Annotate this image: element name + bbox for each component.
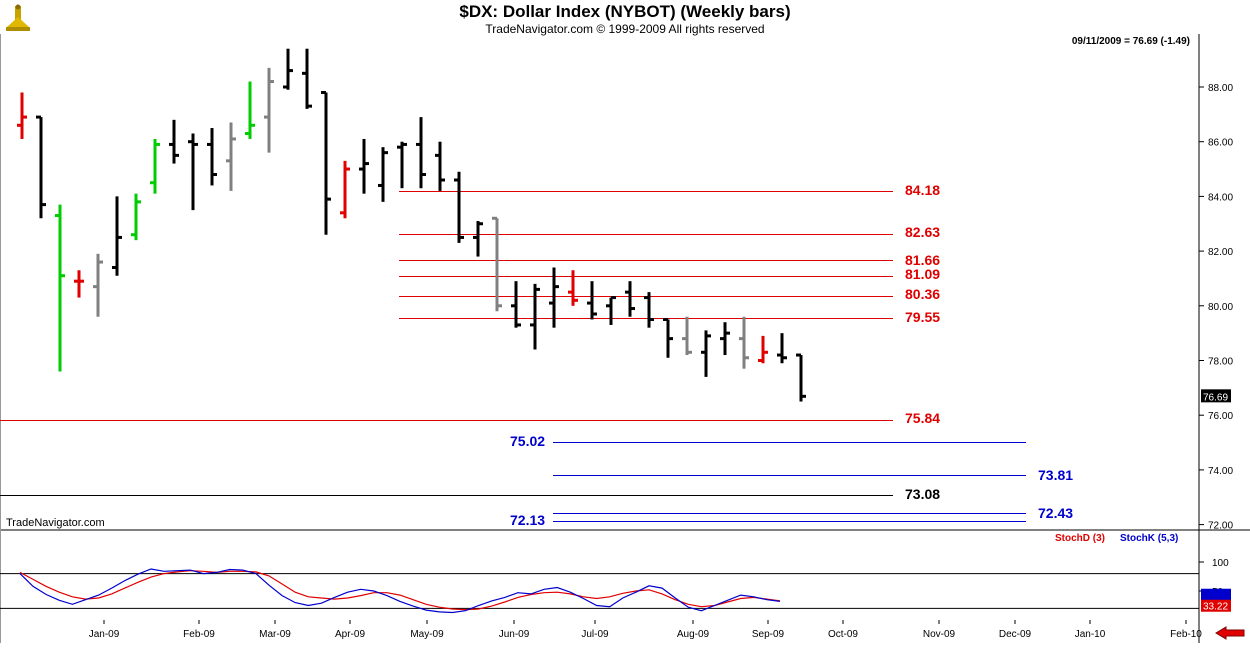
x-tick-label: Feb-10 — [1170, 629, 1202, 640]
chart-subtitle: TradeNavigator.com © 1999-2009 All right… — [485, 22, 765, 36]
trade-navigator-logo-icon — [6, 4, 30, 31]
y-tick-label: 78.00 — [1208, 357, 1233, 368]
level-label: 79.55 — [905, 309, 940, 325]
x-tick-label: May-09 — [410, 629, 444, 640]
stoch-k-line — [19, 568, 781, 614]
y-tick-label: 80.00 — [1208, 302, 1233, 313]
level-label: 72.13 — [510, 512, 545, 528]
x-tick-label: Jun-09 — [499, 629, 530, 640]
y-tick-label: 74.00 — [1208, 466, 1233, 477]
x-tick-label: Nov-09 — [923, 629, 956, 640]
level-label: 81.09 — [905, 266, 940, 282]
stoch-k-legend: StochK (5,3) — [1120, 533, 1179, 544]
y-tick-label: 76.00 — [1208, 411, 1233, 422]
stoch-d-legend: StochD (3) — [1055, 533, 1105, 544]
x-tick-label: Jan-10 — [1075, 629, 1106, 640]
stochastic-panel: 1005033.22 — [0, 558, 1231, 614]
stoch-d-line — [19, 570, 781, 611]
y-tick-label: 82.00 — [1208, 247, 1233, 258]
last-price-label: 76.69 — [1203, 392, 1228, 403]
level-label: 84.18 — [905, 182, 940, 198]
stoch-k-value-box — [1201, 588, 1231, 601]
x-tick-label: Mar-09 — [259, 629, 291, 640]
y-tick-label: 72.00 — [1208, 521, 1233, 532]
level-label: 72.43 — [1038, 505, 1073, 521]
level-label: 73.81 — [1038, 467, 1073, 483]
x-tick-label: Dec-09 — [999, 629, 1032, 640]
chart-title: $DX: Dollar Index (NYBOT) (Weekly bars) — [459, 2, 791, 21]
x-tick-label: Jul-09 — [581, 629, 609, 640]
x-tick-label: Jan-09 — [89, 629, 120, 640]
ohlc-bars-layer — [17, 48, 806, 402]
y-tick-label: 88.00 — [1208, 83, 1233, 94]
last-price-box — [1201, 389, 1231, 403]
x-axis: Jan-09 Feb-09 Mar-09 Apr-09 May-09 Jun-09 Jul-… — [89, 620, 1202, 640]
level-label: 80.36 — [905, 286, 940, 302]
stoch-last-value: 33.22 — [1203, 602, 1228, 613]
stoch-d-value-box — [1201, 599, 1231, 612]
chart-frame — [0, 34, 1250, 643]
x-tick-label: Oct-09 — [828, 629, 858, 640]
level-label: 75.84 — [905, 410, 940, 426]
level-label: 81.66 — [905, 252, 940, 268]
x-tick-label: Aug-09 — [677, 629, 710, 640]
level-label: 73.08 — [905, 486, 940, 502]
watermark: TradeNavigator.com — [6, 517, 105, 529]
left-arrow-icon[interactable] — [1214, 626, 1246, 640]
y-tick-label: 86.00 — [1208, 138, 1233, 149]
stoch-tick-label: 100 — [1212, 558, 1229, 569]
y-tick-label: 84.00 — [1208, 192, 1233, 203]
x-tick-label: Feb-09 — [183, 629, 215, 640]
x-tick-label: Apr-09 — [335, 629, 365, 640]
x-tick-label: Sep-09 — [752, 629, 785, 640]
y-axis: 88.00 86.00 84.00 82.00 80.00 78.00 76.00 74.00… — [1199, 83, 1233, 532]
level-label: 82.63 — [905, 224, 940, 240]
level-label: 75.02 — [510, 433, 545, 449]
last-price-status: 09/11/2009 = 76.69 (-1.49) — [1071, 36, 1190, 47]
